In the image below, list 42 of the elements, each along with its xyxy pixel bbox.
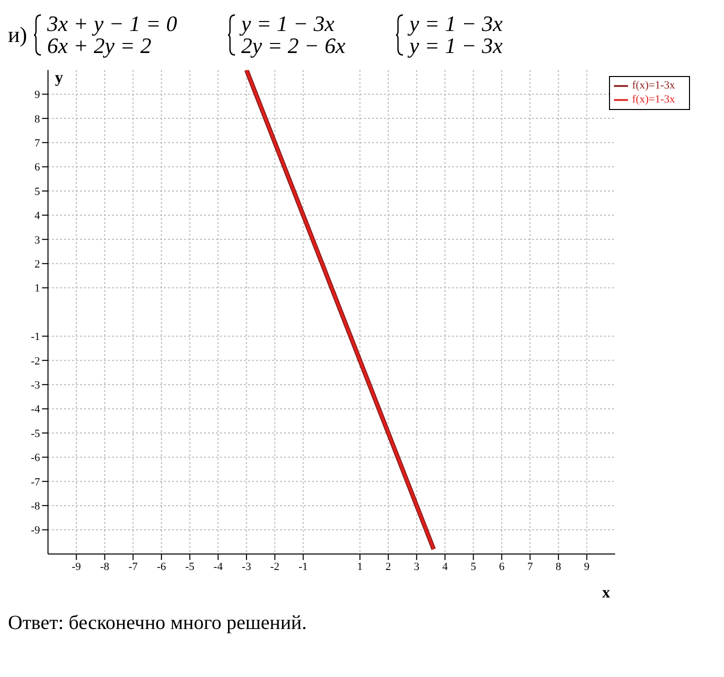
x-tick-label: 8	[556, 560, 562, 573]
y-tick-label: 6	[34, 162, 40, 174]
y-tick-label: 1	[34, 282, 40, 295]
x-tick-label: 6	[498, 560, 505, 573]
y-tick-label: -1	[30, 331, 40, 344]
x-tick-label: -4	[214, 560, 224, 573]
y-tick-label: -6	[30, 452, 40, 464]
y-tick-label: 3	[34, 234, 40, 246]
x-tick-label: 1	[357, 560, 363, 573]
y-tick-label: -4	[30, 404, 40, 416]
y-tick-label: -2	[30, 355, 40, 368]
x-tick-label: -9	[72, 560, 82, 573]
y-tick-label: 8	[34, 113, 40, 126]
text: Ответ: бесконечно много решений.	[8, 612, 308, 635]
x-tick-label: 4	[442, 560, 448, 573]
x-tick-label: -2	[270, 560, 280, 573]
y-axis-title: y	[55, 69, 63, 86]
y-tick-label: -8	[30, 500, 40, 513]
y-tick-label: -5	[30, 428, 40, 440]
x-tick-label: -1	[298, 560, 308, 573]
y-tick-label: 5	[34, 186, 40, 198]
y-tick-label: -7	[30, 476, 40, 488]
legend-label: f(x)=1-3x	[632, 80, 675, 92]
text: и)	[8, 22, 28, 48]
y-tick-label: 4	[34, 210, 40, 222]
x-tick-label: -5	[185, 560, 195, 573]
x-tick-label: 2	[386, 560, 392, 573]
y-tick-label: 2	[34, 258, 40, 271]
x-tick-label: 7	[527, 560, 534, 573]
legend-label: f(x)=1-3x	[632, 94, 675, 106]
y-tick-label: 9	[34, 89, 40, 102]
x-tick-label: -7	[128, 560, 138, 573]
x-tick-label: 3	[414, 560, 420, 573]
y-tick-label: -3	[30, 380, 40, 392]
y-tick-label: 7	[34, 138, 40, 150]
x-tick-label: 5	[470, 560, 477, 573]
y-tick-label: -9	[30, 524, 40, 537]
x-tick-label: -3	[242, 560, 252, 573]
x-tick-label: 9	[584, 560, 590, 573]
x-tick-label: -8	[100, 560, 110, 573]
x-tick-label: -6	[156, 560, 167, 573]
x-axis-title: x	[602, 584, 610, 602]
